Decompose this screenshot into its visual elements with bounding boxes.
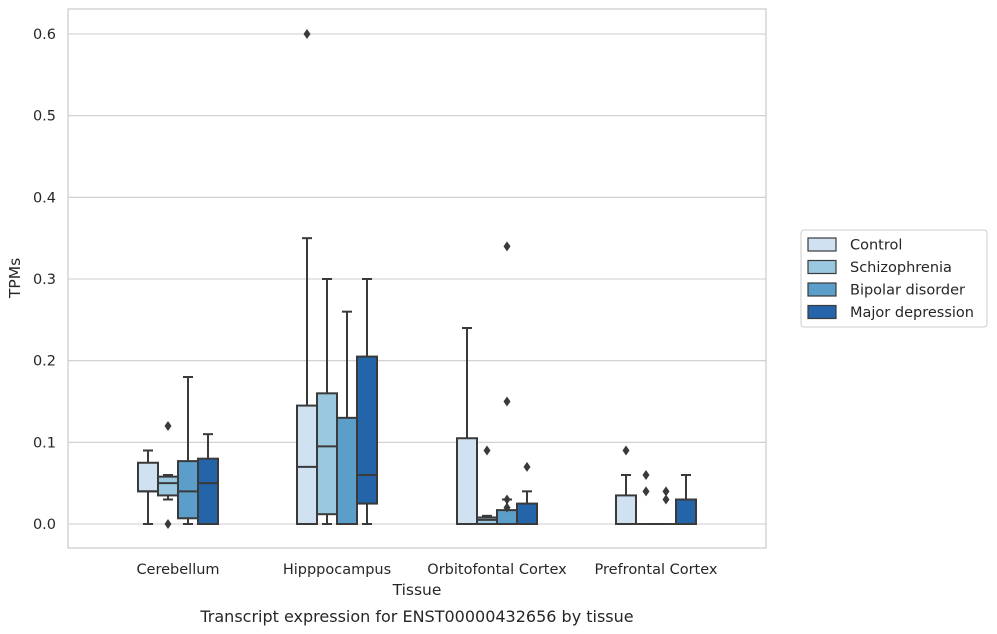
box-body (157, 475, 179, 497)
y-tick-label: 0.4 (33, 190, 56, 206)
box-body (316, 392, 338, 516)
box-body (356, 355, 378, 505)
outlier-point (622, 445, 630, 456)
y-tick-label: 0.3 (33, 272, 56, 288)
box-group (635, 470, 657, 526)
outlier-point (503, 502, 511, 513)
box-body (456, 437, 478, 525)
gridlines (68, 33, 766, 525)
box-body (336, 416, 358, 526)
outlier-point (503, 396, 511, 407)
legend-label: Bipolar disorder (850, 283, 965, 299)
box-group (675, 474, 697, 525)
legend-swatch (807, 259, 837, 275)
box-body (675, 498, 697, 525)
x-tick-label: Cerebellum (136, 562, 219, 578)
box-body (177, 460, 199, 520)
box-group (516, 461, 538, 526)
outlier-point (662, 486, 670, 497)
outlier-point (483, 445, 491, 456)
box-group (137, 449, 159, 525)
legend-swatch (807, 282, 837, 297)
box-group (456, 327, 478, 525)
x-tick-label: Hipppocampus (283, 562, 391, 578)
y-tick-label: 0.0 (33, 517, 56, 533)
x-tick-labels: Cerebellum Hipppocampus Orbitofontal Corte… (136, 562, 717, 578)
x-tick-label: Prefrontal Cortex (595, 562, 718, 578)
outlier-point (164, 519, 172, 529)
y-tick-label: 0.2 (33, 354, 56, 370)
y-axis-label: TPMs (6, 258, 24, 299)
outlier-point (642, 470, 650, 480)
box-group (296, 29, 318, 526)
box-body (615, 494, 637, 525)
box-group (316, 278, 338, 525)
figure-caption: Transcript expression for ENST0000043265… (199, 607, 633, 626)
y-tick-label: 0.6 (33, 27, 56, 43)
box-group (336, 310, 358, 526)
box-group (177, 376, 199, 525)
box-group (157, 421, 179, 529)
box-body (197, 457, 219, 525)
legend-swatch (807, 304, 837, 320)
box-body (516, 502, 538, 526)
legend-swatch (807, 237, 837, 252)
outlier-point (662, 494, 670, 505)
outlier-point (523, 461, 531, 472)
y-tick-label: 0.5 (33, 109, 56, 125)
box-body (137, 461, 159, 493)
legend-label: Control (850, 238, 902, 254)
outlier-point (503, 494, 511, 505)
box-group (496, 241, 518, 526)
box-body (296, 404, 318, 526)
plot-area-frame (67, 8, 767, 549)
box-group (476, 445, 498, 526)
outlier-point (164, 421, 172, 431)
legend-frame (800, 229, 988, 328)
x-tick-label: Orbitofontal Cortex (427, 562, 567, 578)
box-group (197, 433, 219, 525)
outlier-point (303, 29, 311, 39)
y-tick-labels: 0.0 0.1 0.2 0.3 0.4 0.5 0.6 (33, 27, 56, 533)
box-group (655, 486, 677, 526)
y-tick-label: 0.1 (33, 435, 56, 451)
box-group (356, 278, 378, 525)
legend: Control Schizophrenia Bipolar disorder Majo… (800, 229, 988, 328)
outlier-point (503, 241, 511, 252)
legend-label: Major depression (850, 305, 974, 321)
outlier-point (642, 486, 650, 497)
box-marks (137, 29, 697, 529)
box-group (615, 445, 637, 525)
x-axis-label: Tissue (392, 581, 442, 599)
legend-label: Schizophrenia (850, 260, 952, 276)
